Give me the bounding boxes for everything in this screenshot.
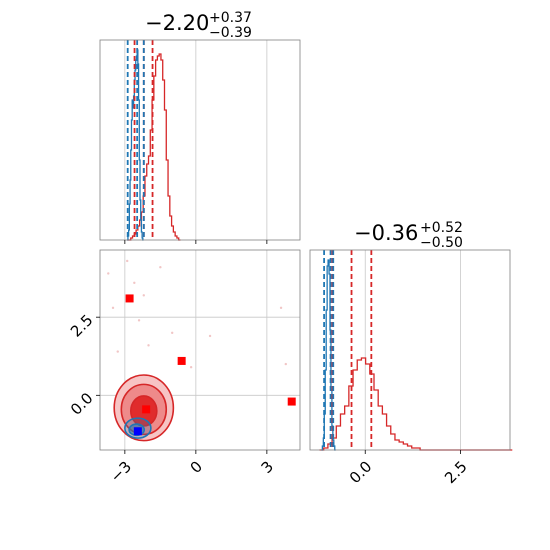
sample-point-1 [133, 281, 136, 285]
histogram-panel-param1 [99, 39, 301, 244]
x-tick-label-0: −3 [107, 458, 135, 486]
sample-point-10 [159, 265, 162, 269]
sample-point-11 [107, 272, 110, 275]
sample-point-12 [189, 365, 193, 369]
y-tick-label-0: 0.0 [67, 389, 97, 419]
param1-title-value: −2.20 [145, 11, 209, 35]
sample-point-13 [137, 319, 141, 322]
sample-point-4 [170, 331, 174, 335]
param1-title-plus: +0.37 [209, 10, 252, 26]
sample-point-3 [111, 306, 115, 310]
hist-red-line [127, 53, 181, 241]
x-tick-label-1: 2.5 [441, 458, 471, 488]
red-marker-0 [125, 294, 134, 303]
histogram-panel-param1-frame [99, 39, 301, 241]
sample-point-0 [126, 259, 129, 263]
scatter-panel-joint-frame [99, 249, 301, 451]
param2-title-plus: +0.52 [420, 220, 463, 236]
hist-blue-line [127, 49, 144, 241]
sample-point-7 [147, 344, 150, 347]
param2-title: −0.36 +0.52 −0.50 [354, 220, 463, 251]
red-marker-3 [287, 397, 296, 406]
param2-title-value: −0.36 [354, 221, 418, 245]
param2-title-minus: −0.50 [420, 235, 463, 251]
param1-title-minus: −0.39 [209, 25, 252, 41]
sample-point-9 [284, 362, 287, 366]
sample-point-8 [279, 306, 283, 310]
x-tick-label-0: 0.0 [346, 458, 376, 488]
scatter-panel-joint: −3 0 3 0.0 2.5 [67, 249, 301, 486]
blue-marker-0 [133, 427, 142, 436]
param1-title: −2.20 +0.37 −0.39 [145, 10, 252, 41]
histogram-panel-param2-frame [309, 249, 511, 451]
hist-red-line [319, 357, 513, 451]
red-marker-2 [142, 405, 151, 414]
histogram-panel-param2: 0.0 2.5 [309, 249, 513, 488]
x-tick-label-2: 3 [258, 458, 277, 477]
red-marker-1 [177, 356, 186, 365]
sample-point-2 [142, 294, 145, 297]
y-tick-label-1: 2.5 [67, 311, 97, 341]
sample-point-6 [116, 350, 119, 353]
x-tick-label-1: 0 [187, 458, 206, 477]
sample-point-5 [208, 334, 212, 338]
